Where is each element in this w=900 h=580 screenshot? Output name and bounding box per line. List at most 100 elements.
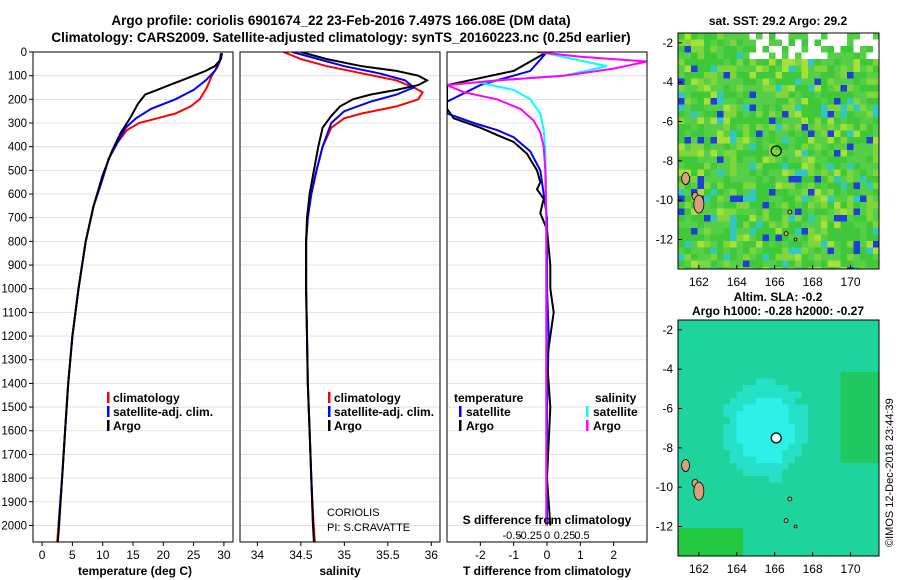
map-cell (762, 137, 770, 144)
map-cell (749, 398, 757, 405)
map-cell (723, 247, 731, 255)
map-cell (691, 443, 698, 451)
map-cell (743, 247, 750, 255)
map-cell (840, 521, 848, 529)
map-cell (782, 528, 789, 535)
map-cell (717, 541, 724, 548)
map-cell (762, 98, 770, 105)
map-cell (847, 228, 854, 235)
temperature-xtick-label: 25 (187, 548, 201, 562)
map-cell (762, 515, 770, 522)
map-cell (782, 202, 789, 209)
salinity-axes-frame (239, 51, 441, 543)
map-cell (678, 333, 685, 340)
map-cell (873, 176, 879, 183)
map-cell (678, 424, 685, 431)
map-cell (762, 111, 770, 118)
map-cell (717, 508, 724, 516)
map-cell (808, 59, 815, 66)
map-cell (847, 221, 854, 229)
depth-tick-label: 200 (8, 94, 27, 106)
map-cell (821, 176, 828, 183)
map-cell (704, 391, 711, 399)
map-cell (775, 254, 783, 261)
map-cell (775, 411, 783, 418)
map-cell (795, 124, 802, 131)
map-cell (730, 234, 737, 242)
map-cell (801, 189, 809, 196)
map-cell (782, 372, 789, 379)
map-cell (723, 65, 731, 73)
map-cell (756, 372, 763, 379)
map-cell (723, 137, 731, 144)
map-cell (678, 359, 685, 366)
map-cell (697, 46, 705, 53)
depth-tick-label: 800 (8, 236, 27, 248)
difference-s-tick-label: -0.5 (503, 530, 522, 542)
map-cell (717, 130, 724, 138)
map-cell (834, 411, 841, 418)
map-cell (684, 385, 692, 392)
salinity-xtick-label: 35.5 (376, 548, 400, 562)
map-cell (840, 176, 848, 183)
map-cell (736, 547, 744, 555)
map-cell (795, 502, 802, 509)
map-cell (853, 215, 861, 222)
map-cell (684, 85, 692, 92)
map-cell (743, 534, 750, 542)
map-cell (769, 91, 776, 99)
map-cell (769, 515, 776, 522)
map-cell (704, 411, 711, 418)
map-cell (717, 52, 724, 60)
map-cell (775, 72, 783, 79)
map-cell (756, 365, 763, 373)
map-cell (840, 385, 848, 392)
map-cell (769, 365, 776, 373)
map-cell (717, 189, 724, 196)
map-cell (788, 489, 796, 496)
map-cell (860, 404, 867, 412)
map-lon-label: 168 (803, 275, 823, 289)
map-cell (834, 528, 841, 535)
map-cell (873, 228, 879, 235)
map-cell (756, 528, 763, 535)
map-cell (769, 241, 776, 248)
map-cell (788, 117, 796, 125)
map-cell (853, 346, 861, 353)
map-cell (684, 443, 692, 451)
map-cell (860, 352, 867, 360)
map-cell (782, 430, 789, 438)
map-cell (873, 39, 879, 47)
map-cell (866, 443, 874, 451)
map-cell (847, 528, 854, 535)
map-cell (821, 469, 828, 477)
map-cell (723, 352, 731, 360)
map-cell (840, 169, 848, 177)
map-cell (704, 78, 711, 86)
map-cell (762, 482, 770, 490)
map-cell (860, 463, 867, 470)
map-cell (717, 398, 724, 405)
map-cell (697, 260, 705, 268)
map-cell (743, 65, 750, 73)
map-cell (743, 46, 750, 53)
map-cell (814, 339, 822, 347)
map-cell (749, 463, 757, 470)
map-cell (788, 228, 796, 235)
map-cell (775, 476, 783, 483)
map-cell (756, 98, 763, 105)
map-cell (834, 391, 841, 399)
depth-tick-label: 1800 (1, 473, 27, 485)
map-cell (697, 117, 705, 125)
map-cell (723, 202, 731, 209)
map-cell (762, 195, 770, 203)
map-cell (814, 143, 822, 151)
map-cell (827, 234, 835, 242)
map-cell (684, 450, 692, 457)
map-cell (704, 215, 711, 222)
map-cell (710, 156, 718, 164)
map-cell (678, 72, 685, 79)
map-cell (723, 378, 731, 386)
map-cell (827, 215, 835, 222)
map-cell (788, 391, 796, 399)
